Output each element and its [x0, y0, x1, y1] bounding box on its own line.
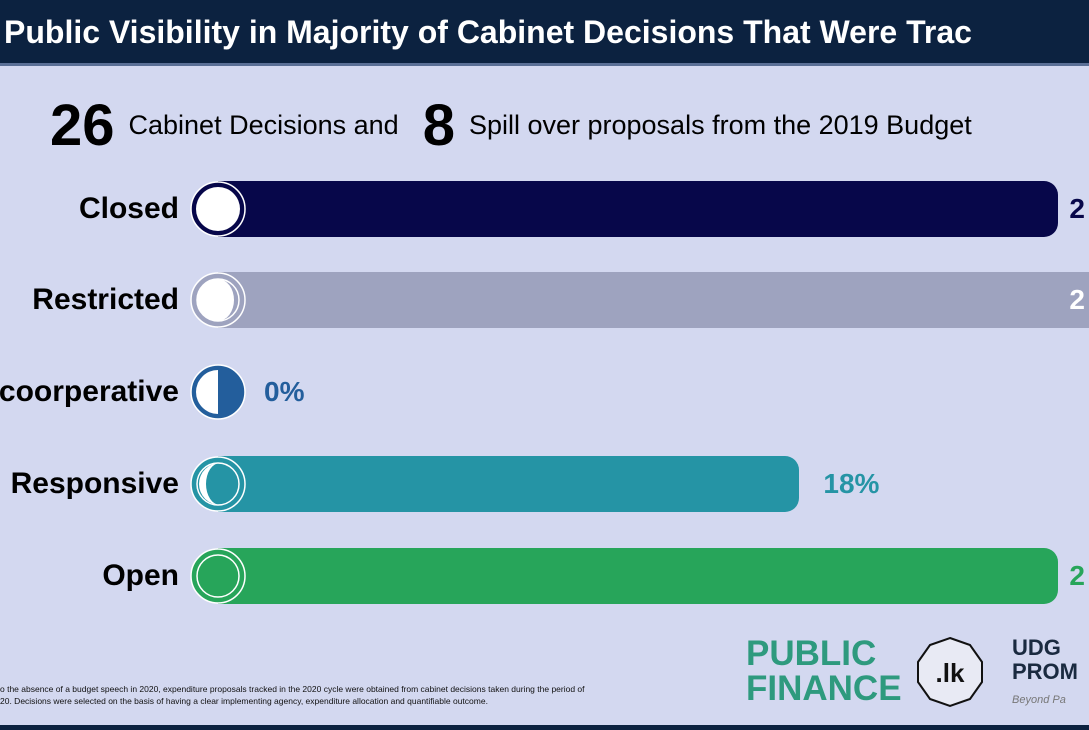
- footnote-line-2: 20. Decisions were selected on the basis…: [0, 696, 488, 706]
- chart-title: Public Visibility in Majority of Cabinet…: [4, 14, 972, 50]
- summary-text-spillover: Spill over proposals from the 2019 Budge…: [468, 110, 972, 140]
- half-moon-icon: [190, 364, 246, 420]
- value-label: 2: [1069, 284, 1085, 315]
- gibbous-moon-icon: [190, 272, 246, 328]
- bottom-bar: [0, 725, 1089, 730]
- bar-responsive: [218, 456, 800, 512]
- bar-restricted: [218, 272, 1089, 328]
- ring-icon: [190, 548, 246, 604]
- budget-promises-logo: UDG PROM Beyond Pa: [1012, 635, 1078, 707]
- title-bar: Public Visibility in Majority of Cabinet…: [0, 0, 1089, 66]
- svg-text:.lk: .lk: [936, 658, 965, 688]
- footnote: o the absence of a budget speech in 2020…: [0, 683, 585, 707]
- category-label: Restricted: [32, 283, 179, 316]
- summary-count-decisions: 26: [50, 93, 115, 158]
- crescent-moon-icon: [190, 456, 246, 512]
- publicfinance-logo: PUBLIC FINANCE: [746, 634, 902, 708]
- value-label: 18%: [823, 468, 880, 499]
- full-moon-icon: [190, 181, 246, 237]
- value-label: 2: [1069, 560, 1085, 591]
- category-label: coorperative: [0, 375, 179, 408]
- bar-closed: [218, 181, 1058, 237]
- summary: 26 Cabinet Decisions and 8 Spill over pr…: [50, 92, 996, 159]
- category-label: Open: [102, 559, 179, 592]
- category-label: Closed: [78, 192, 179, 225]
- value-label: 2: [1069, 193, 1085, 224]
- summary-text-decisions: Cabinet Decisions and: [128, 110, 399, 140]
- bar-open: [218, 548, 1058, 604]
- footnote-line-1: o the absence of a budget speech in 2020…: [0, 684, 585, 694]
- summary-count-spillover: 8: [422, 93, 455, 158]
- value-label: 0%: [264, 376, 305, 407]
- category-label: Responsive: [10, 467, 179, 500]
- lk-seal-logo: .lk: [917, 636, 983, 708]
